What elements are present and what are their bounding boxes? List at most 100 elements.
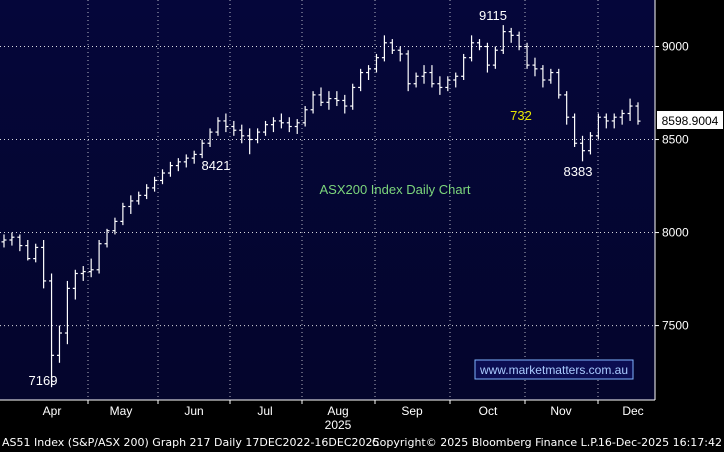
ohlc-bar — [342, 94, 348, 114]
ohlc-bar — [492, 46, 498, 69]
ohlc-bar — [373, 53, 379, 73]
last-price: 8598.9004 — [662, 114, 719, 128]
ohlc-bar — [175, 158, 181, 172]
x-tick-label: Apr — [43, 404, 62, 418]
ohlc-bar — [152, 176, 158, 192]
ohlc-bar — [381, 35, 387, 62]
ohlc-bar — [128, 195, 134, 214]
ohlc-bar — [302, 106, 308, 127]
ohlc-bar — [278, 113, 284, 129]
ohlc-bar — [247, 128, 253, 155]
ohlc-bar — [183, 154, 189, 168]
annotations: 9115 8421 732 8383 7169 — [29, 8, 593, 388]
ohlc-bar — [112, 217, 118, 235]
ohlc-bar — [167, 161, 173, 177]
ohlc-bar — [548, 68, 554, 84]
ohlc-bar — [56, 325, 62, 363]
chart-title: ASX200 Index Daily Chart — [319, 182, 470, 197]
ohlc-bar — [437, 76, 443, 95]
ohlc-bar — [477, 39, 482, 51]
y-tick-label: 8000 — [662, 226, 689, 240]
plot-background — [0, 0, 655, 400]
ohlc-bar — [64, 280, 70, 345]
annotation-label: 732 — [510, 108, 532, 123]
x-tick-label: Aug — [327, 404, 348, 418]
ohlc-bar — [556, 68, 562, 99]
ohlc-bar — [263, 120, 269, 136]
ohlc-bar — [603, 113, 609, 129]
ohlc-bar — [572, 113, 578, 147]
ohlc-bar — [191, 150, 197, 164]
ohlc-bar — [611, 113, 617, 129]
annotation-label: 8421 — [202, 158, 231, 173]
annotation-label: 9115 — [479, 8, 507, 23]
ohlc-bar — [635, 102, 641, 125]
x-tick-label: Sep — [401, 404, 423, 418]
annotation-label: 7169 — [29, 373, 58, 388]
bottom-axis-background — [0, 400, 724, 432]
ohlc-bar — [421, 65, 427, 84]
ohlc-bar — [286, 117, 292, 133]
price-bars — [1, 25, 641, 388]
ohlc-bar — [516, 31, 522, 51]
x-axis: Apr May Jun Jul Aug Sep Oct Nov Dec 2025 — [0, 399, 655, 432]
ohlc-bar — [17, 234, 23, 252]
y-axis: 7500 8000 8500 9000 — [654, 0, 689, 400]
footer: AS51 Index (S&P/ASX 200) Graph 217 Daily… — [0, 432, 724, 452]
ohlc-bar — [136, 191, 142, 205]
ohlc-bar — [484, 42, 490, 73]
ohlc-bar — [469, 35, 475, 62]
ohlc-bar — [270, 117, 276, 133]
ohlc-bar — [231, 120, 237, 136]
ohlc-bar — [413, 72, 419, 88]
ohlc-bar — [144, 184, 150, 200]
grid — [0, 0, 655, 400]
x-tick-label: Oct — [479, 404, 498, 418]
ohlc-bar — [207, 128, 213, 147]
ohlc-bar — [88, 258, 94, 278]
ohlc-bar — [72, 269, 78, 300]
ohlc-bar — [25, 240, 31, 261]
ohlc-bar — [580, 135, 586, 162]
ohlc-bar — [1, 234, 7, 248]
ohlc-bar — [453, 72, 459, 88]
ohlc-bar — [429, 65, 435, 88]
ohlc-bar — [199, 139, 205, 159]
ohlc-bar — [120, 202, 126, 226]
ohlc-bar — [334, 91, 340, 107]
ohlc-bar — [595, 113, 601, 140]
ohlc-bar — [41, 240, 47, 289]
ohlc-bar — [524, 42, 530, 69]
right-axis-background — [655, 0, 724, 400]
x-tick-label: Jul — [257, 404, 272, 418]
ohlc-bar — [223, 113, 229, 133]
footer-copyright: Copyright© 2025 Bloomberg Finance L.P. — [372, 436, 599, 449]
ohlc-bar — [33, 243, 39, 263]
ohlc-bar — [564, 91, 570, 125]
ohlc-bar — [80, 266, 86, 281]
ohlc-bar — [104, 228, 110, 248]
ohlc-bar — [255, 128, 261, 144]
ohlc-bar — [445, 76, 451, 92]
year-label: 2025 — [325, 418, 352, 432]
ohlc-bar — [461, 53, 467, 80]
last-price-box: 8598.9004 — [657, 111, 723, 129]
ohlc-bar — [532, 57, 538, 77]
ohlc-bar — [294, 119, 300, 134]
ohlc-bar — [587, 132, 593, 155]
ohlc-bar — [508, 27, 514, 43]
x-tick-label: Nov — [550, 404, 571, 418]
ohlc-bar — [310, 91, 316, 114]
ohlc-bar — [389, 39, 395, 54]
x-tick-label: May — [110, 404, 133, 418]
ohlc-bar — [397, 46, 403, 62]
x-tick-label: Jun — [184, 404, 203, 418]
y-tick-label: 9000 — [662, 40, 689, 54]
ohlc-bar — [366, 65, 372, 80]
ohlc-bar — [350, 83, 356, 110]
ohlc-bar — [160, 169, 165, 185]
ohlc-bar — [358, 68, 364, 92]
ohlc-bar — [627, 98, 633, 121]
ohlc-bar — [619, 109, 625, 125]
